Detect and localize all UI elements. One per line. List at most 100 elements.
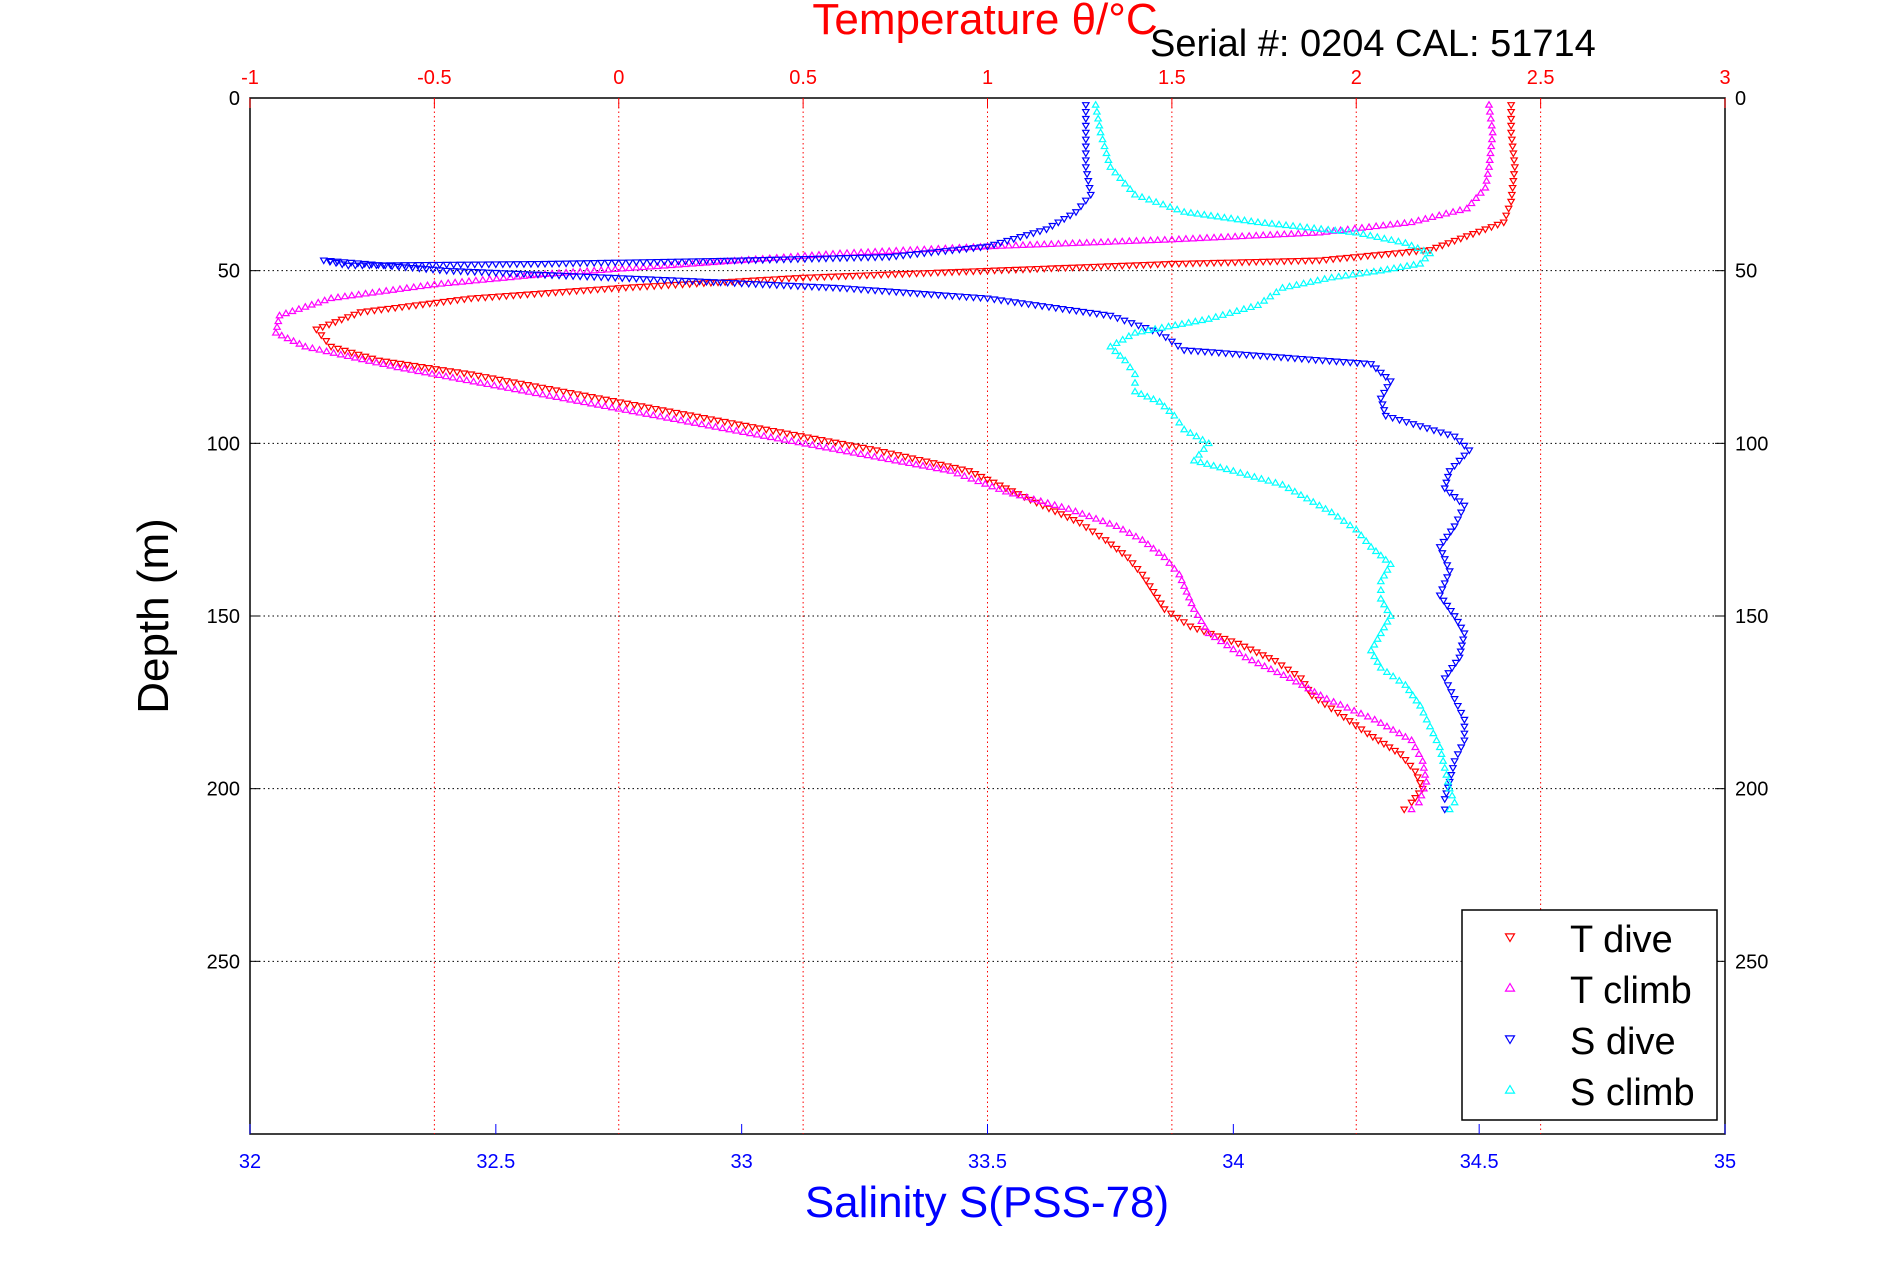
tick-label-salinity: 34.5 (1460, 1151, 1499, 1173)
data-point-t-dive (1506, 102, 1516, 110)
data-point-t-climb (496, 382, 506, 390)
data-point-t-climb (1414, 798, 1424, 806)
data-point-t-dive (1431, 244, 1441, 253)
data-point-t-climb (751, 254, 760, 263)
data-point-t-dive (481, 294, 490, 302)
tick-label-depth-right: 250 (1735, 951, 1768, 973)
data-point-t-dive (1401, 757, 1410, 765)
data-point-t-dive (1328, 256, 1338, 264)
data-point-t-dive (1101, 537, 1110, 545)
data-point-s-dive (1443, 431, 1452, 439)
data-point-s-dive (653, 258, 662, 267)
data-point-s-dive (554, 260, 564, 268)
data-point-t-climb (1139, 236, 1148, 244)
data-point-t-climb (793, 251, 803, 260)
data-point-s-dive (1228, 350, 1237, 359)
data-point-t-dive (1481, 226, 1490, 234)
data-point-t-climb (1216, 636, 1226, 645)
data-point-t-climb (980, 479, 990, 487)
data-point-s-dive (1242, 351, 1251, 360)
data-point-s-climb (1313, 276, 1322, 284)
data-point-s-dive (1366, 361, 1376, 369)
data-point-t-dive (883, 271, 893, 279)
data-point-s-dive (695, 278, 704, 286)
data-point-t-dive (1149, 588, 1158, 597)
data-point-s-dive (1071, 209, 1081, 217)
data-point-t-climb (969, 242, 978, 250)
data-point-s-dive (1054, 219, 1063, 227)
data-point-s-climb (1240, 216, 1249, 224)
data-point-s-climb (1229, 466, 1238, 474)
data-point-t-climb (1068, 238, 1077, 247)
data-point-t-climb (579, 397, 589, 406)
data-point-t-climb (1418, 756, 1427, 764)
data-point-s-dive (877, 288, 887, 296)
data-point-t-dive (630, 401, 639, 410)
data-point-t-climb (566, 395, 575, 403)
data-point-t-climb (603, 265, 613, 273)
data-point-s-dive (1179, 347, 1189, 355)
data-point-t-dive (762, 426, 771, 434)
data-point-t-climb (315, 345, 324, 353)
data-point-s-dive (1386, 378, 1395, 386)
tick-label-temperature: 2 (1351, 67, 1362, 89)
data-point-t-dive (467, 371, 476, 379)
data-point-s-dive (849, 254, 859, 263)
data-point-t-climb (568, 267, 578, 275)
data-point-t-dive (1258, 258, 1268, 267)
data-point-t-climb (669, 414, 679, 422)
data-point-s-dive (1381, 412, 1390, 421)
data-point-s-dive (1442, 574, 1452, 582)
data-point-s-climb (1330, 226, 1340, 234)
data-point-t-climb (1202, 233, 1212, 241)
data-point-s-dive (1084, 178, 1093, 186)
data-point-t-climb (1195, 233, 1205, 242)
data-point-t-climb (1393, 219, 1402, 227)
data-point-t-climb (925, 462, 935, 470)
data-point-t-climb (347, 291, 357, 299)
data-point-s-climb (1383, 617, 1392, 625)
data-point-s-dive (934, 292, 943, 300)
data-point-t-dive (1018, 266, 1028, 274)
data-point-s-climb (1144, 195, 1154, 203)
data-point-t-dive (1160, 606, 1169, 614)
data-point-s-climb (1383, 565, 1392, 573)
data-point-s-dive (793, 283, 803, 291)
data-point-t-climb (835, 445, 845, 454)
data-point-s-climb (1345, 520, 1355, 529)
data-point-s-dive (1186, 347, 1196, 355)
data-point-s-climb (1379, 571, 1389, 579)
data-point-s-dive (1318, 357, 1327, 365)
data-point-t-climb (1254, 658, 1263, 667)
data-point-s-dive (618, 259, 627, 267)
data-point-s-climb (1316, 224, 1326, 232)
data-point-t-dive (1277, 662, 1286, 670)
data-point-s-climb (1344, 227, 1354, 235)
data-point-t-climb (416, 281, 425, 290)
data-point-s-dive (674, 258, 683, 266)
data-point-s-climb (1450, 798, 1459, 806)
data-point-s-dive (1415, 423, 1425, 431)
data-point-t-climb (1301, 228, 1310, 237)
data-point-t-climb (1091, 514, 1101, 522)
data-point-s-dive (1044, 304, 1054, 312)
tick-label-salinity: 32 (239, 1151, 261, 1173)
data-point-s-climb (1284, 483, 1293, 492)
data-point-s-dive (1059, 216, 1069, 224)
data-point-s-dive (380, 262, 390, 270)
legend-item-s-climb: S climb (1570, 1072, 1695, 1114)
data-point-s-dive (1099, 311, 1108, 319)
data-point-s-climb (1383, 605, 1392, 614)
data-point-s-climb (1165, 202, 1175, 210)
data-point-t-climb (1467, 198, 1476, 207)
data-point-t-climb (1018, 240, 1028, 249)
data-point-t-climb (953, 469, 962, 477)
tick-label-depth-right: 150 (1735, 606, 1768, 628)
data-point-s-dive (1435, 592, 1445, 600)
data-point-t-climb (464, 276, 474, 285)
data-point-s-dive (730, 280, 739, 288)
data-point-t-climb (1285, 673, 1295, 682)
data-point-s-dive (751, 257, 760, 265)
data-point-t-dive (1384, 250, 1393, 259)
data-point-t-climb (732, 426, 741, 434)
